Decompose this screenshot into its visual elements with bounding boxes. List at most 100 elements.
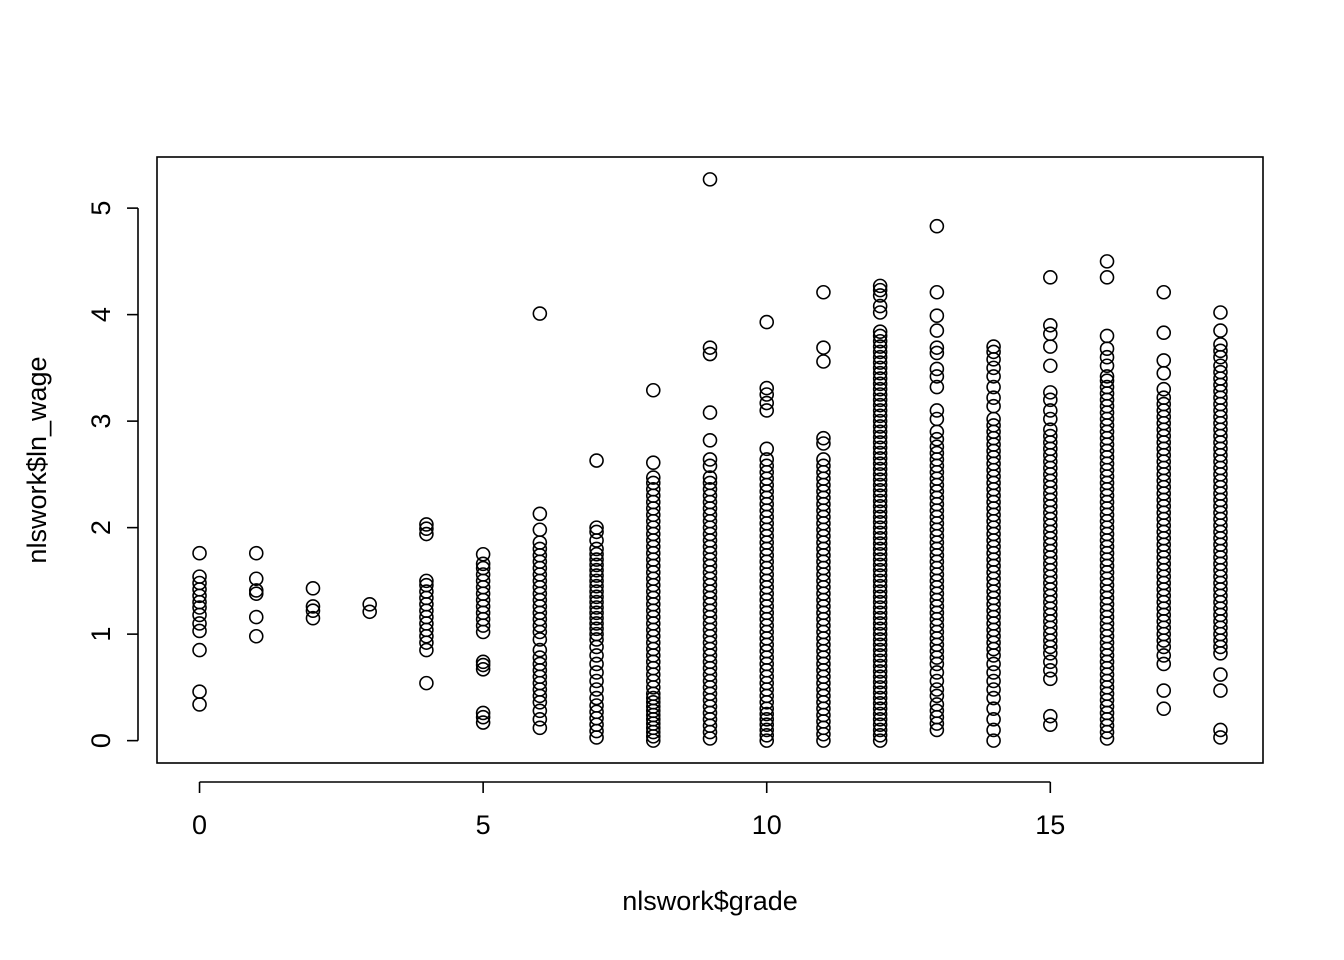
data-point	[645, 470, 661, 485]
data-point	[816, 430, 831, 446]
data-point	[872, 440, 888, 456]
data-point	[872, 520, 888, 535]
data-point	[986, 665, 1001, 680]
data-point	[475, 556, 491, 572]
data-point	[872, 461, 888, 477]
data-point	[872, 648, 888, 663]
x-tick-label: 5	[476, 810, 491, 840]
data-point	[419, 526, 434, 542]
data-point	[1043, 411, 1058, 427]
data-point	[986, 379, 1001, 395]
data-point	[702, 452, 718, 467]
data-point	[929, 445, 945, 461]
data-point	[475, 705, 491, 721]
data-point	[589, 665, 604, 680]
data-point	[1043, 422, 1058, 437]
data-point	[1213, 343, 1228, 359]
data-point	[872, 413, 888, 429]
data-point	[929, 369, 945, 384]
data-point	[1043, 717, 1058, 732]
data-point	[929, 703, 945, 719]
data-point	[872, 288, 888, 303]
data-point	[929, 673, 945, 689]
data-point	[532, 632, 548, 647]
data-point	[1099, 270, 1115, 285]
data-point	[589, 605, 604, 621]
data-point	[589, 656, 604, 672]
data-point	[872, 435, 888, 450]
data-point	[986, 712, 1001, 727]
data-point	[872, 477, 888, 493]
data-point	[929, 379, 945, 395]
x-tick-label: 15	[1035, 810, 1065, 840]
data-point	[532, 712, 548, 727]
data-point	[1156, 390, 1172, 406]
data-point	[362, 604, 377, 620]
data-point	[872, 456, 888, 472]
data-point	[759, 452, 775, 467]
data-point	[872, 578, 888, 594]
data-point	[816, 452, 831, 467]
data-point	[872, 600, 888, 615]
y-tick-label: 0	[86, 733, 116, 748]
data-point	[1213, 337, 1228, 352]
data-point	[872, 493, 888, 509]
data-point	[1156, 701, 1172, 716]
data-point	[872, 381, 888, 397]
data-point	[475, 560, 491, 576]
data-point	[872, 483, 888, 498]
data-point	[589, 600, 604, 615]
data-point	[872, 467, 888, 482]
data-point	[872, 632, 888, 647]
data-point	[532, 642, 548, 658]
data-point	[872, 429, 888, 445]
data-point	[532, 541, 548, 557]
data-point	[872, 722, 888, 738]
data-point	[645, 455, 661, 470]
data-point	[1043, 326, 1058, 342]
y-tick-label: 4	[86, 307, 116, 322]
data-point	[872, 360, 888, 376]
data-point	[702, 475, 718, 491]
data-point	[759, 722, 775, 738]
data-point	[419, 573, 434, 589]
x-axis: 0 5 10 15	[192, 781, 1065, 840]
data-point	[589, 453, 604, 468]
data-point	[1043, 392, 1058, 408]
data-point	[872, 637, 888, 653]
data-point	[702, 346, 718, 362]
data-point	[929, 218, 945, 234]
data-point	[589, 546, 604, 562]
data-point	[872, 344, 888, 360]
data-point	[532, 720, 548, 736]
data-point	[1213, 683, 1228, 698]
data-point	[872, 403, 888, 418]
data-point	[192, 623, 207, 639]
data-point	[589, 578, 604, 594]
y-tick-label: 3	[86, 414, 116, 429]
data-point	[872, 445, 888, 461]
data-point	[589, 621, 604, 637]
data-point	[986, 398, 1001, 414]
data-point	[759, 728, 775, 743]
data-point	[475, 567, 491, 582]
data-point	[986, 682, 1001, 697]
data-point	[872, 712, 888, 727]
data-point	[645, 382, 661, 398]
data-point	[1099, 349, 1115, 365]
data-point	[759, 441, 775, 457]
data-point	[475, 654, 491, 670]
data-point	[929, 688, 945, 704]
data-point	[872, 408, 888, 424]
data-point	[816, 340, 831, 355]
data-point	[872, 333, 888, 349]
plot-frame	[156, 156, 1264, 764]
data-point	[986, 390, 1001, 406]
data-point	[759, 387, 775, 402]
data-point	[1099, 358, 1115, 374]
data-point	[589, 562, 604, 578]
data-point	[589, 594, 604, 610]
data-point	[589, 557, 604, 573]
data-point	[872, 324, 888, 339]
